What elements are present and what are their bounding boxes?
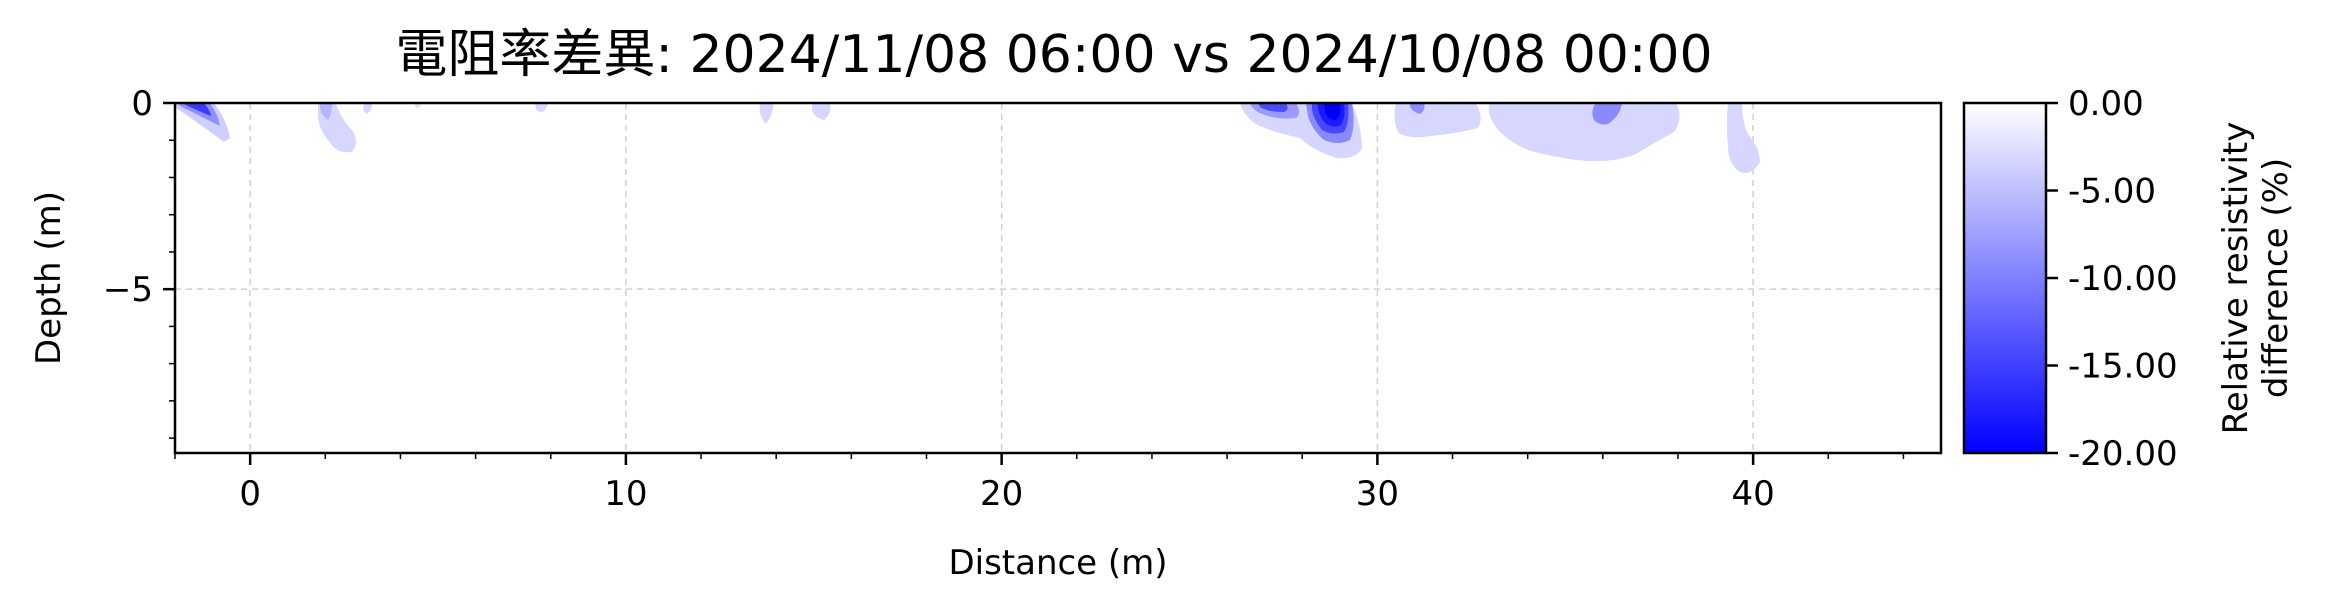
anomaly-0-outer — [176, 103, 230, 142]
x-tick-label-0: 0 — [239, 474, 261, 514]
y-axis-label: Depth (m) — [29, 191, 69, 365]
x-axis-ticks: 0 10 20 30 40 — [174, 453, 1905, 514]
x-tick-label-2: 20 — [980, 474, 1023, 514]
anomaly-3-core — [1258, 103, 1288, 112]
colorbar-label-line2: difference (%) — [2256, 158, 2296, 398]
anomaly-speck-b — [535, 103, 548, 112]
anomaly-contours — [176, 103, 1760, 173]
anomaly-5-mid — [1410, 103, 1425, 114]
chart-title: 電阻率差異: 2024/11/08 06:00 vs 2024/10/08 00… — [395, 25, 1712, 85]
colorbar-label-line1: Relative resistivity — [2216, 122, 2256, 435]
x-tick-label-1: 10 — [604, 474, 647, 514]
colorbar-gradient — [1964, 103, 2046, 453]
anomaly-1-small — [363, 103, 372, 114]
x-tick-label-3: 30 — [1356, 474, 1399, 514]
plot-area — [175, 103, 1941, 453]
x-tick-label-4: 40 — [1731, 474, 1774, 514]
anomaly-2-a — [759, 103, 774, 124]
grid-lines — [175, 103, 1941, 453]
colorbar-tick-label-3: -15.00 — [2068, 347, 2178, 387]
x-axis-label: Distance (m) — [948, 543, 1167, 583]
anomaly-0-core — [182, 103, 211, 116]
y-tick-label-1: −5 — [103, 270, 153, 310]
anomaly-1-mid — [320, 103, 332, 120]
y-axis-ticks: 0 −5 — [103, 84, 175, 439]
colorbar-tick-label-0: 0.00 — [2068, 84, 2144, 124]
colorbar-ticks: 0.00 -5.00 -10.00 -15.00 -20.00 — [2046, 84, 2178, 474]
colorbar-tick-label-4: -20.00 — [2068, 434, 2178, 474]
anomaly-7-outer — [1727, 103, 1760, 173]
anomaly-4-deepest — [1324, 103, 1341, 120]
anomaly-6-outer — [1488, 103, 1680, 162]
plot-frame — [173, 101, 1943, 455]
anomaly-0-mid — [178, 103, 220, 126]
anomaly-2-b — [812, 103, 831, 120]
y-tick-label-0: 0 — [131, 84, 153, 124]
anomaly-6-mid2 — [1592, 103, 1622, 125]
colorbar-tick-label-1: -5.00 — [2068, 172, 2156, 212]
colorbar-tick-label-2: -10.00 — [2068, 259, 2178, 299]
